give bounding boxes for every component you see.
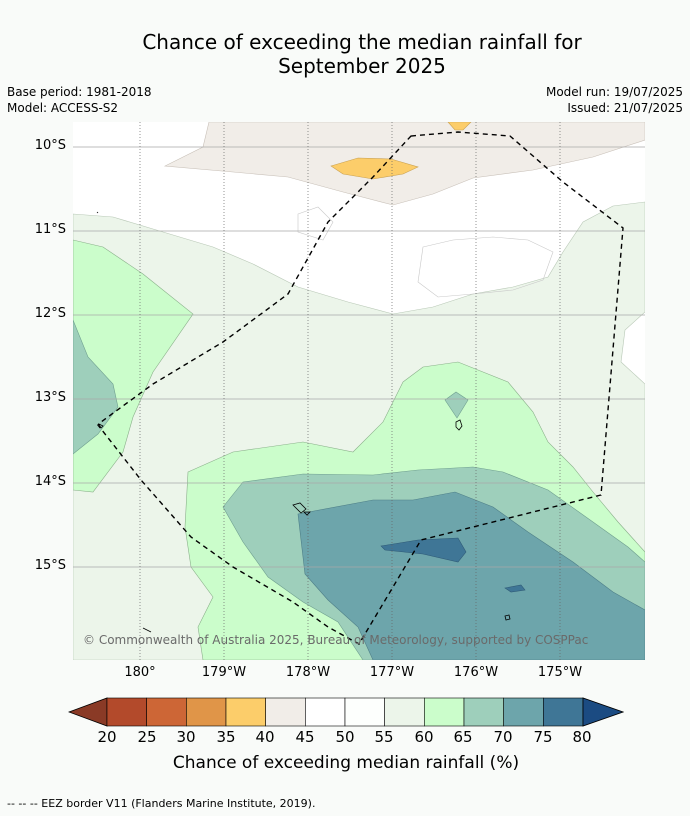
cbar-tick: 20 xyxy=(97,728,117,746)
cbar-tick: 80 xyxy=(572,728,592,746)
cbar-tick: 75 xyxy=(533,728,553,746)
island-e xyxy=(98,423,104,429)
region-35-40-a xyxy=(330,157,419,180)
title-line-1: Chance of exceeding the median rainfall … xyxy=(142,30,582,54)
cbar-tick: 60 xyxy=(414,728,434,746)
issued-date: Issued: 21/07/2025 xyxy=(567,101,683,115)
cbar-extend-high xyxy=(582,697,624,727)
cbar-swatch xyxy=(106,697,147,727)
model-run: Model run: 19/07/2025 xyxy=(545,85,683,99)
island-b xyxy=(292,502,307,514)
lat-label-12s: 12°S xyxy=(34,306,66,321)
cbar-tick: 55 xyxy=(374,728,394,746)
cbar-tick: 30 xyxy=(176,728,196,746)
islands xyxy=(96,211,511,633)
lon-label-179w: 179°W xyxy=(201,665,247,680)
island-d xyxy=(504,614,511,621)
region-75-80-b xyxy=(504,584,526,593)
island-c xyxy=(303,511,311,516)
map-svg xyxy=(73,122,645,660)
cbar-tick: 35 xyxy=(216,728,236,746)
eez-border xyxy=(97,131,624,645)
cbar-tick: 25 xyxy=(137,728,157,746)
lat-label-15s: 15°S xyxy=(34,558,66,573)
copyright-notice: © Commonwealth of Australia 2025, Bureau… xyxy=(83,633,589,647)
rainfall-map xyxy=(73,122,645,660)
lon-label-175w: 175°W xyxy=(537,665,583,680)
lon-label-176w: 176°W xyxy=(453,665,499,680)
cbar-swatch xyxy=(265,697,306,727)
lat-label-10s: 10°S xyxy=(34,138,66,153)
lat-label-11s: 11°S xyxy=(34,222,66,237)
cbar-tick: 65 xyxy=(453,728,473,746)
model-name: Model: ACCESS-S2 xyxy=(7,101,119,115)
cbar-tick: 40 xyxy=(255,728,275,746)
island-f xyxy=(142,627,152,633)
cbar-swatch xyxy=(463,697,504,727)
colorbar-label: Chance of exceeding median rainfall (%) xyxy=(172,753,520,773)
cbar-swatch xyxy=(424,697,465,727)
cbar-extend-low xyxy=(68,697,108,727)
colorbar xyxy=(68,697,624,727)
island-g xyxy=(96,211,99,214)
eez-legend: -- -- -- EEZ border V11 (Flanders Marine… xyxy=(7,797,316,810)
meta-left: Base period: 1981-2018 Model: ACCESS-S2 xyxy=(7,84,152,116)
map-title: Chance of exceeding the median rainfall … xyxy=(0,30,690,78)
meta-right: Model run: 19/07/2025 Issued: 21/07/2025 xyxy=(546,84,683,116)
lon-label-180: 180° xyxy=(124,665,156,680)
cbar-swatch xyxy=(503,697,544,727)
lon-label-177w: 177°W xyxy=(369,665,415,680)
region-70-75 xyxy=(297,491,645,660)
lat-label-13s: 13°S xyxy=(34,390,66,405)
cbar-swatch xyxy=(543,697,584,727)
base-period: Base period: 1981-2018 xyxy=(7,85,152,99)
cbar-tick: 50 xyxy=(335,728,355,746)
cbar-swatch xyxy=(344,697,385,727)
cbar-swatch xyxy=(186,697,227,727)
cbar-swatch xyxy=(305,697,346,727)
island-a xyxy=(455,419,463,431)
cbar-tick: 70 xyxy=(493,728,513,746)
cbar-tick: 45 xyxy=(295,728,315,746)
lon-label-178w: 178°W xyxy=(285,665,331,680)
title-line-2: September 2025 xyxy=(278,54,446,78)
lat-label-14s: 14°S xyxy=(34,474,66,489)
cbar-swatch xyxy=(225,697,266,727)
cbar-swatch xyxy=(384,697,425,727)
cbar-swatch xyxy=(146,697,187,727)
region-35-40-b xyxy=(447,122,472,131)
lat-grid xyxy=(73,146,645,568)
